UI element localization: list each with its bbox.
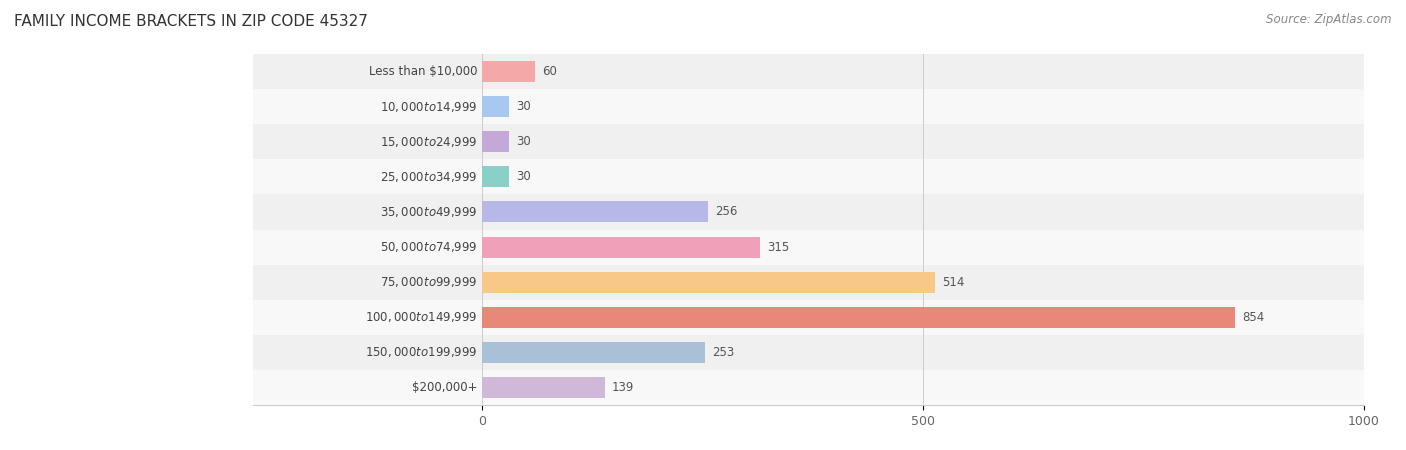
Bar bbox=[253, 230, 1364, 265]
Bar bbox=[482, 377, 605, 398]
Text: 256: 256 bbox=[716, 206, 737, 218]
Text: Less than $10,000: Less than $10,000 bbox=[370, 65, 478, 78]
Bar bbox=[482, 166, 509, 187]
Text: $35,000 to $49,999: $35,000 to $49,999 bbox=[381, 205, 478, 219]
Text: $10,000 to $14,999: $10,000 to $14,999 bbox=[381, 99, 478, 114]
Text: 315: 315 bbox=[768, 241, 789, 253]
Text: 253: 253 bbox=[713, 346, 734, 359]
Text: FAMILY INCOME BRACKETS IN ZIP CODE 45327: FAMILY INCOME BRACKETS IN ZIP CODE 45327 bbox=[14, 14, 368, 28]
Bar bbox=[482, 61, 536, 82]
Bar bbox=[253, 89, 1364, 124]
Text: Source: ZipAtlas.com: Source: ZipAtlas.com bbox=[1267, 14, 1392, 27]
Bar bbox=[253, 265, 1364, 300]
Text: 60: 60 bbox=[543, 65, 557, 78]
Text: $75,000 to $99,999: $75,000 to $99,999 bbox=[381, 275, 478, 289]
Bar bbox=[253, 54, 1364, 89]
Text: $15,000 to $24,999: $15,000 to $24,999 bbox=[381, 135, 478, 149]
Text: $25,000 to $34,999: $25,000 to $34,999 bbox=[381, 170, 478, 184]
Bar bbox=[253, 300, 1364, 335]
Text: 30: 30 bbox=[516, 171, 530, 183]
Bar bbox=[253, 335, 1364, 370]
Text: $100,000 to $149,999: $100,000 to $149,999 bbox=[366, 310, 478, 324]
Text: 30: 30 bbox=[516, 135, 530, 148]
Bar bbox=[253, 194, 1364, 230]
Bar bbox=[482, 131, 509, 152]
Text: $200,000+: $200,000+ bbox=[412, 381, 478, 394]
Bar bbox=[482, 272, 935, 292]
Text: $150,000 to $199,999: $150,000 to $199,999 bbox=[366, 345, 478, 360]
Text: 139: 139 bbox=[612, 381, 634, 394]
Bar bbox=[482, 342, 706, 363]
Bar bbox=[253, 370, 1364, 405]
Text: 30: 30 bbox=[516, 100, 530, 113]
Bar bbox=[482, 96, 509, 117]
Text: 514: 514 bbox=[942, 276, 965, 288]
Bar bbox=[253, 159, 1364, 194]
Text: 854: 854 bbox=[1241, 311, 1264, 324]
Text: $50,000 to $74,999: $50,000 to $74,999 bbox=[381, 240, 478, 254]
Bar bbox=[253, 124, 1364, 159]
Bar bbox=[482, 202, 709, 222]
Bar bbox=[482, 237, 761, 257]
Bar bbox=[482, 307, 1234, 328]
